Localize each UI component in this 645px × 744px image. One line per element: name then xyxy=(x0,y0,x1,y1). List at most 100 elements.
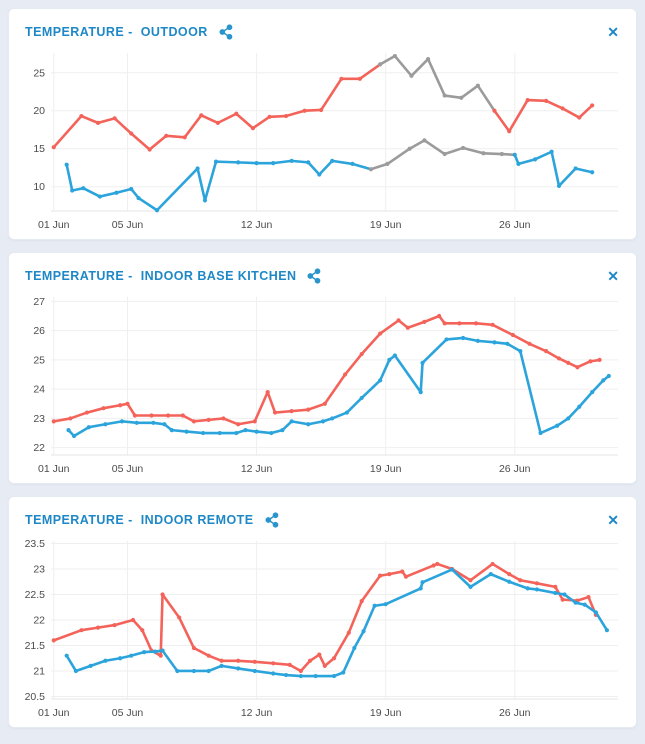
series-blue-point-marker xyxy=(153,649,158,654)
share-icon[interactable] xyxy=(307,268,321,284)
series-blue-segment xyxy=(317,159,334,176)
series-red-point-marker xyxy=(95,120,101,125)
series-blue-segment xyxy=(281,420,293,432)
y-tick-label: 22 xyxy=(33,615,45,627)
y-tick-label: 24 xyxy=(33,384,45,396)
series-red-segment xyxy=(273,409,293,414)
series-red-segment xyxy=(52,114,83,149)
series-blue-segment xyxy=(137,196,159,212)
series-red-point-marker xyxy=(425,56,431,62)
series-red-segment xyxy=(199,113,220,125)
series-blue-point-marker xyxy=(368,167,374,172)
series-red-point-marker xyxy=(543,98,549,103)
series-blue-segment xyxy=(384,587,423,606)
series-red-segment xyxy=(96,117,116,125)
series-red-segment xyxy=(459,84,480,100)
series-blue-segment xyxy=(489,572,511,584)
series-red-point-marker xyxy=(357,76,362,81)
series-red-segment xyxy=(388,570,404,576)
x-tick-label: 12 Jun xyxy=(241,707,273,719)
series-red-segment xyxy=(253,390,269,423)
series-blue-segment xyxy=(360,379,382,400)
series-red-point-marker xyxy=(219,658,224,663)
series-blue-segment xyxy=(65,163,74,192)
series-blue-point-marker xyxy=(119,419,125,424)
series-blue-segment xyxy=(421,568,454,584)
series-red-point-marker xyxy=(400,569,405,574)
series-blue-point-marker xyxy=(553,590,558,596)
close-icon[interactable]: ✕ xyxy=(607,268,619,284)
series-blue-segment xyxy=(423,139,446,156)
share-icon[interactable] xyxy=(264,512,279,528)
series-blue-point-marker xyxy=(154,208,160,213)
series-blue-point-marker xyxy=(134,420,139,425)
indoor-base-kitchen-temperature-chart[interactable]: 01 Jun 05 Jun 12 Jun 19 Jun 26 Jun 27 26 25 24 23… xyxy=(13,290,632,482)
series-blue-segment xyxy=(271,672,288,677)
y-tick-label: 22 xyxy=(33,442,45,454)
share-icon[interactable] xyxy=(219,24,233,40)
series-blue-point-marker xyxy=(320,419,326,424)
series-blue-segment xyxy=(74,664,92,673)
close-icon[interactable]: ✕ xyxy=(607,512,619,528)
series-red-segment xyxy=(491,562,511,576)
close-icon[interactable]: ✕ xyxy=(607,24,619,40)
series-blue-segment xyxy=(185,430,205,435)
series-blue-point-marker xyxy=(341,670,346,675)
card-title-name: INDOOR BASE KITCHEN xyxy=(140,269,297,283)
series-red-segment xyxy=(576,360,592,369)
series-blue-point-marker xyxy=(103,422,108,427)
series-red-point-marker xyxy=(459,95,464,100)
x-tick-label: 01 Jun xyxy=(38,219,70,231)
card-header: TEMPERATURE - INDOOR REMOTE ✕ xyxy=(9,497,636,532)
series-blue-point-marker xyxy=(505,341,510,346)
series-blue-point-marker xyxy=(442,151,447,157)
series-blue-segment xyxy=(290,159,310,164)
series-red-segment xyxy=(507,572,522,582)
outdoor-temperature-chart[interactable]: 01 Jun 05 Jun 12 Jun 19 Jun 26 Jun 25 20 15 10 xyxy=(13,46,632,238)
series-blue-point-marker xyxy=(71,433,77,439)
series-red-point-marker xyxy=(302,108,307,113)
series-blue-point-marker xyxy=(392,353,397,358)
series-red-point-marker xyxy=(252,659,257,664)
series-red-segment xyxy=(493,109,511,133)
series-red-point-marker xyxy=(319,107,324,113)
series-blue-point-marker xyxy=(344,410,350,415)
series-red-point-marker xyxy=(560,106,565,111)
series-red-segment xyxy=(476,84,496,113)
series-blue-point-marker xyxy=(573,166,578,171)
series-red-segment xyxy=(323,373,347,406)
series-red-segment xyxy=(52,417,72,423)
series-blue-point-marker xyxy=(64,162,69,167)
series-red-segment xyxy=(192,646,210,657)
series-blue-segment xyxy=(236,667,257,673)
series-red-segment xyxy=(435,562,454,571)
series-blue-point-marker xyxy=(103,658,108,663)
series-blue-segment xyxy=(87,422,107,429)
series-red-point-marker xyxy=(597,357,602,363)
x-tick-label: 05 Jun xyxy=(112,707,144,719)
series-blue-segment xyxy=(445,336,465,341)
x-tick-label: 05 Jun xyxy=(112,219,144,231)
series-blue-segment xyxy=(341,646,356,674)
series-blue-segment xyxy=(419,361,424,394)
series-blue-point-marker xyxy=(280,428,285,433)
y-tick-label: 15 xyxy=(33,143,45,155)
x-tick-label: 19 Jun xyxy=(370,219,402,231)
series-blue-segment xyxy=(104,420,124,426)
card-header: TEMPERATURE - OUTDOOR ✕ xyxy=(9,9,636,44)
series-red-point-marker xyxy=(437,313,442,319)
series-blue-segment xyxy=(566,405,581,420)
series-blue-point-marker xyxy=(573,600,578,605)
series-blue-point-marker xyxy=(555,423,560,428)
chart-card-outdoor: TEMPERATURE - OUTDOOR ✕ 01 Jun 05 Jun 12 J… xyxy=(8,8,637,240)
series-blue-point-marker xyxy=(378,378,383,383)
series-red-segment xyxy=(378,319,400,335)
series-blue-point-marker xyxy=(129,186,134,192)
series-red-segment xyxy=(102,403,122,410)
indoor-remote-temperature-chart[interactable]: 01 Jun 05 Jun 12 Jun 19 Jun 26 Jun 23.5 23 22.5… xyxy=(13,534,632,726)
series-red-point-marker xyxy=(147,147,152,152)
series-blue-segment xyxy=(115,187,133,195)
series-red-segment xyxy=(268,114,288,119)
series-blue-segment xyxy=(450,568,472,589)
card-title-name: INDOOR REMOTE xyxy=(140,513,254,527)
